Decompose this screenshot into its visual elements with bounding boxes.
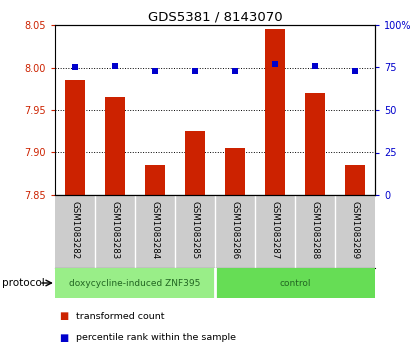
Point (72, 65, 78, 70)
Bar (65, 80, 85, 195)
Point (112, 63, 118, 69)
Point (352, 68, 358, 74)
Point (151, 68, 158, 74)
Point (192, 68, 198, 74)
Point (312, 63, 318, 69)
Bar (305, 93, 325, 195)
Text: GSM1083289: GSM1083289 (351, 201, 359, 259)
Text: percentile rank within the sample: percentile rank within the sample (76, 334, 236, 342)
Text: GSM1083284: GSM1083284 (151, 201, 159, 259)
Text: control: control (279, 278, 311, 287)
Title: GDS5381 / 8143070: GDS5381 / 8143070 (148, 11, 282, 24)
Text: ■: ■ (59, 333, 68, 343)
Bar (185, 131, 205, 195)
Text: GSM1083287: GSM1083287 (271, 201, 279, 259)
Text: doxycycline-induced ZNF395: doxycycline-induced ZNF395 (69, 278, 201, 287)
Point (232, 68, 238, 74)
Text: transformed count: transformed count (76, 312, 164, 321)
Text: GSM1083282: GSM1083282 (71, 201, 80, 259)
Text: protocol: protocol (2, 278, 45, 288)
Bar (105, 97, 125, 195)
Bar (145, 165, 165, 195)
Bar (225, 148, 245, 195)
Bar (265, 29, 285, 195)
Bar (345, 165, 365, 195)
Text: GSM1083285: GSM1083285 (190, 201, 200, 259)
Point (272, 61, 278, 67)
Bar (215, 268, 375, 298)
Text: ■: ■ (59, 311, 68, 321)
Bar (55, 268, 215, 298)
Text: GSM1083283: GSM1083283 (110, 201, 120, 259)
Text: GSM1083288: GSM1083288 (310, 201, 320, 259)
Text: GSM1083286: GSM1083286 (230, 201, 239, 259)
